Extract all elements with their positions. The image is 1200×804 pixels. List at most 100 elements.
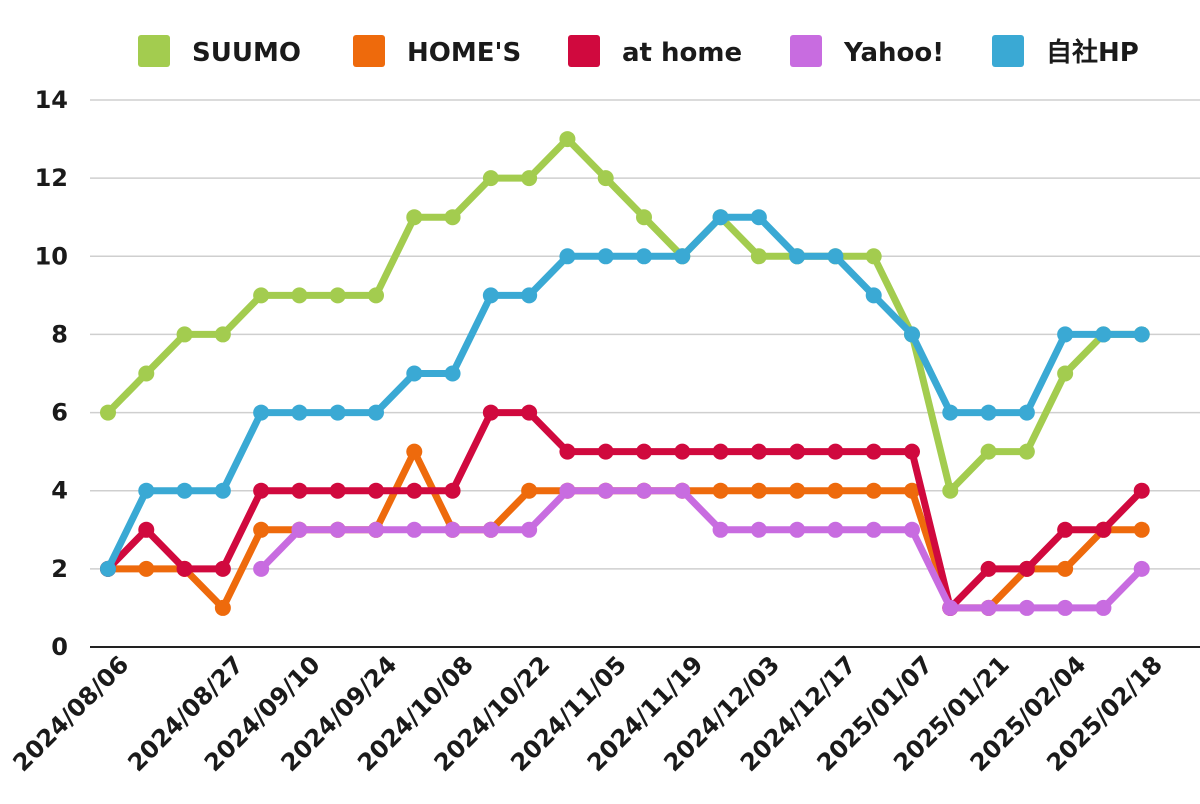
data-point	[176, 326, 193, 343]
data-point	[521, 404, 538, 421]
y-tick-label: 12	[35, 164, 68, 192]
data-point	[100, 560, 116, 577]
y-tick-label: 10	[35, 242, 68, 270]
data-point	[253, 521, 270, 538]
data-point	[789, 521, 806, 538]
data-point	[138, 365, 155, 382]
data-point	[368, 482, 384, 499]
data-point	[482, 287, 499, 304]
data-point	[827, 521, 844, 538]
data-point	[674, 443, 691, 460]
data-point	[176, 482, 193, 499]
data-point	[253, 560, 270, 577]
legend-swatch	[568, 35, 600, 67]
data-point	[559, 482, 576, 499]
data-point	[980, 560, 997, 577]
data-point	[597, 248, 614, 265]
data-point	[1057, 521, 1074, 538]
data-point	[789, 443, 806, 460]
data-point	[329, 482, 346, 499]
y-tick-label: 14	[35, 86, 68, 114]
data-point	[827, 482, 844, 499]
data-point	[712, 482, 729, 499]
data-point	[291, 521, 308, 538]
data-point	[138, 521, 155, 538]
data-point	[253, 482, 270, 499]
data-point	[368, 404, 384, 421]
data-point	[597, 170, 614, 187]
data-point	[214, 560, 231, 577]
data-point	[942, 482, 959, 499]
legend-label: 自社HP	[1046, 37, 1139, 68]
data-point	[827, 248, 844, 265]
data-point	[406, 209, 423, 226]
legend-label: at home	[622, 38, 742, 68]
data-point	[559, 131, 576, 148]
data-point	[789, 248, 806, 265]
data-point	[1018, 443, 1035, 460]
legend-label: HOME'S	[407, 38, 521, 68]
series-4	[100, 209, 1150, 577]
data-point	[521, 287, 538, 304]
data-point	[942, 404, 959, 421]
data-point	[482, 170, 499, 187]
data-point	[1095, 599, 1112, 616]
x-axis-ticks: 2024/08/062024/08/272024/09/102024/09/24…	[8, 650, 1168, 777]
data-point	[1057, 365, 1074, 382]
data-point	[329, 404, 346, 421]
data-point	[176, 560, 193, 577]
data-point	[865, 287, 882, 304]
data-point	[980, 443, 997, 460]
data-point	[291, 404, 308, 421]
legend-swatch	[790, 35, 822, 67]
data-point	[482, 404, 499, 421]
data-point	[636, 209, 652, 226]
data-point	[559, 248, 576, 265]
data-point	[865, 248, 882, 265]
data-point	[444, 209, 461, 226]
data-point	[291, 482, 308, 499]
data-point	[406, 365, 423, 382]
data-point	[904, 521, 920, 538]
legend: SUUMO HOME'S at home Yahoo! 自社HP	[138, 35, 1139, 68]
data-point	[636, 482, 652, 499]
data-point	[980, 404, 997, 421]
data-point	[1018, 599, 1035, 616]
data-point	[904, 482, 920, 499]
series-line	[104, 135, 1146, 495]
data-point	[1057, 560, 1074, 577]
y-tick-label: 8	[51, 320, 68, 348]
data-point	[750, 209, 767, 226]
x-tick-label: 2024/08/06	[8, 650, 135, 777]
data-point	[214, 326, 231, 343]
data-point	[904, 443, 920, 460]
data-point	[444, 365, 461, 382]
data-point	[521, 521, 538, 538]
y-tick-label: 6	[51, 399, 68, 427]
data-point	[712, 209, 729, 226]
series-2	[100, 404, 1150, 616]
data-point	[329, 521, 346, 538]
data-point	[674, 248, 691, 265]
data-point	[482, 521, 499, 538]
legend-label: Yahoo!	[843, 38, 944, 68]
series-1	[100, 443, 1150, 616]
data-point	[712, 443, 729, 460]
data-point	[636, 443, 652, 460]
data-point	[1095, 521, 1112, 538]
data-point	[750, 482, 767, 499]
series-0	[100, 131, 1150, 499]
data-point	[1018, 404, 1035, 421]
data-point	[750, 443, 767, 460]
data-point	[406, 482, 423, 499]
data-point	[406, 521, 423, 538]
legend-swatch	[992, 35, 1024, 67]
data-point	[904, 326, 920, 343]
data-point	[368, 287, 384, 304]
data-point	[291, 287, 308, 304]
data-point	[100, 404, 116, 421]
data-point	[1057, 599, 1074, 616]
data-point	[1133, 326, 1150, 343]
legend-swatch	[353, 35, 385, 67]
